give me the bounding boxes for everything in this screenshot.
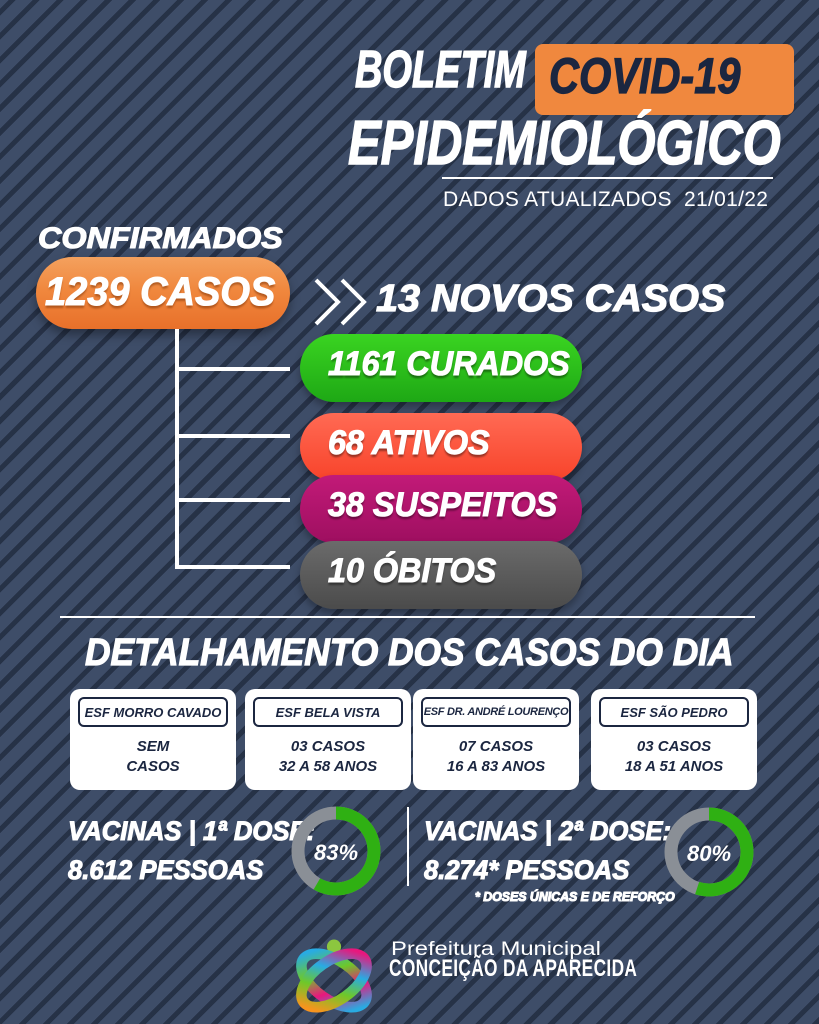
svg-text:83%: 83% (314, 840, 358, 865)
svg-text:80%: 80% (687, 841, 731, 866)
